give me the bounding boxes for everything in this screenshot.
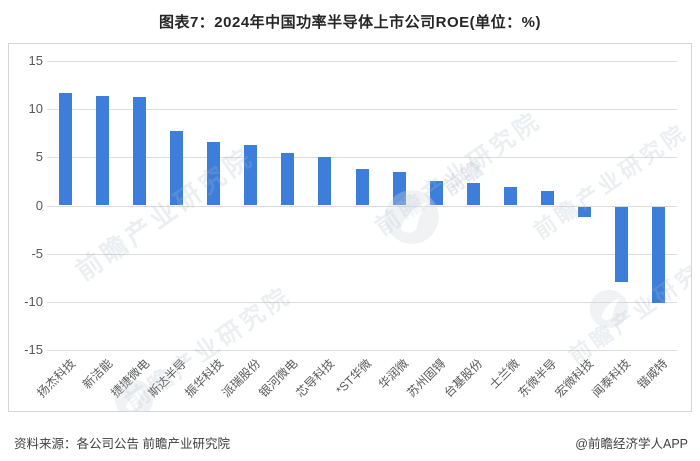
bar-东微半导 bbox=[540, 191, 554, 206]
y-axis-tick-label: 5 bbox=[35, 149, 43, 165]
y-axis-tick-label: -5 bbox=[31, 245, 43, 261]
y-axis-tick-label: 10 bbox=[28, 101, 43, 117]
y-axis-tick-label: -15 bbox=[24, 342, 43, 357]
watermark-brand-text: 前瞻产业研究院 bbox=[529, 118, 691, 244]
page-title: 图表7：2024年中国功率半导体上市公司ROE(单位：%) bbox=[158, 14, 542, 31]
gridline-y-5 bbox=[47, 253, 677, 255]
watermark-brand-text: 前瞻产业研究院 bbox=[120, 281, 297, 411]
y-axis-tick-label: 15 bbox=[28, 53, 43, 68]
bar-*ST华微 bbox=[355, 168, 369, 206]
gridline-y15 bbox=[47, 61, 677, 62]
gridline-y10 bbox=[47, 109, 677, 111]
credit-note: @前瞻经济学人APP bbox=[575, 437, 688, 451]
watermark-layer: 前瞻产业研究院 前瞻产业研究院 前瞻产业研究院 前瞻产业研究院 前瞻产业研究院 前瞻 bbox=[9, 44, 691, 411]
bar-新洁能 bbox=[96, 95, 110, 206]
bar-苏州固锝 bbox=[429, 181, 443, 206]
bar-华润微 bbox=[392, 171, 406, 206]
watermark-brand-text: 前瞻产业研究院 bbox=[564, 243, 691, 369]
bar-芯导科技 bbox=[318, 157, 332, 206]
watermark-logo-icon bbox=[589, 289, 629, 329]
bar-扬杰科技 bbox=[59, 92, 73, 206]
bar-台基股份 bbox=[466, 183, 480, 206]
watermark-logo-icon bbox=[384, 189, 440, 245]
bar-闻泰科技 bbox=[614, 206, 628, 282]
bar-银河微电 bbox=[281, 153, 295, 206]
watermark-brand-text: 前瞻产业研究院 bbox=[70, 141, 260, 287]
chart-frame: 15 10 5 0 -5 -10 -15 扬杰科技 新洁能 捷捷微电 斯达半导 振华科技 派瑞股份 银河微… bbox=[8, 43, 692, 412]
y-axis-tick-label: 0 bbox=[35, 197, 43, 213]
source-note: 资料来源：各公司公告 前瞻产业研究院 bbox=[14, 437, 230, 451]
plot-area: 15 10 5 0 -5 -10 -15 扬杰科技 新洁能 捷捷微电 斯达半导 振华科技 派瑞股份 银河微… bbox=[9, 44, 691, 411]
bar-捷捷微电 bbox=[133, 96, 147, 206]
gridline-y-15 bbox=[47, 350, 677, 351]
watermark-logo-icon bbox=[114, 379, 154, 411]
bar-锴威特 bbox=[651, 206, 665, 303]
bar-士兰微 bbox=[503, 187, 517, 206]
bar-振华科技 bbox=[207, 141, 221, 206]
bar-派瑞股份 bbox=[244, 144, 258, 206]
gridline-y5 bbox=[47, 157, 677, 159]
bar-斯达半导 bbox=[170, 131, 184, 206]
bar-宏微科技 bbox=[577, 206, 591, 218]
watermark-logo-text: 前瞻 bbox=[440, 156, 489, 201]
y-axis-tick-label: -10 bbox=[24, 293, 43, 309]
gridline-y0 bbox=[47, 205, 677, 207]
watermark-brand-text: 前瞻产业研究院 bbox=[370, 106, 547, 242]
gridline-y-10 bbox=[47, 301, 677, 303]
